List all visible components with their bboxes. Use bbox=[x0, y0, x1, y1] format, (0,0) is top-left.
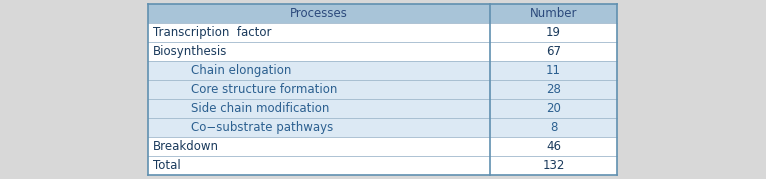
Bar bbox=[148, 156, 490, 175]
Text: 46: 46 bbox=[546, 140, 561, 153]
Bar bbox=[148, 23, 490, 42]
Text: Core structure formation: Core structure formation bbox=[176, 83, 337, 96]
Text: 20: 20 bbox=[546, 102, 561, 115]
Text: 28: 28 bbox=[546, 83, 561, 96]
Text: Side chain modification: Side chain modification bbox=[176, 102, 329, 115]
Bar bbox=[148, 4, 490, 23]
Text: 67: 67 bbox=[546, 45, 561, 58]
Text: 132: 132 bbox=[542, 159, 565, 172]
Text: 8: 8 bbox=[550, 121, 557, 134]
Bar bbox=[148, 80, 490, 99]
Text: Biosynthesis: Biosynthesis bbox=[153, 45, 228, 58]
Bar bbox=[490, 99, 617, 118]
Bar bbox=[490, 61, 617, 80]
Text: Co−substrate pathways: Co−substrate pathways bbox=[176, 121, 333, 134]
Bar bbox=[490, 42, 617, 61]
Text: Transcription  factor: Transcription factor bbox=[153, 26, 271, 39]
Bar bbox=[490, 137, 617, 156]
Text: Total: Total bbox=[153, 159, 181, 172]
Text: 19: 19 bbox=[546, 26, 561, 39]
Bar bbox=[490, 118, 617, 137]
Text: Breakdown: Breakdown bbox=[153, 140, 219, 153]
Text: Number: Number bbox=[530, 7, 578, 20]
Bar bbox=[148, 137, 490, 156]
Bar bbox=[148, 42, 490, 61]
Bar bbox=[148, 61, 490, 80]
Text: Chain elongation: Chain elongation bbox=[176, 64, 291, 77]
Bar bbox=[148, 118, 490, 137]
Text: Processes: Processes bbox=[290, 7, 348, 20]
Bar bbox=[490, 23, 617, 42]
Bar bbox=[490, 4, 617, 23]
Bar bbox=[148, 99, 490, 118]
Text: 11: 11 bbox=[546, 64, 561, 77]
Bar bbox=[490, 80, 617, 99]
Bar bbox=[490, 156, 617, 175]
